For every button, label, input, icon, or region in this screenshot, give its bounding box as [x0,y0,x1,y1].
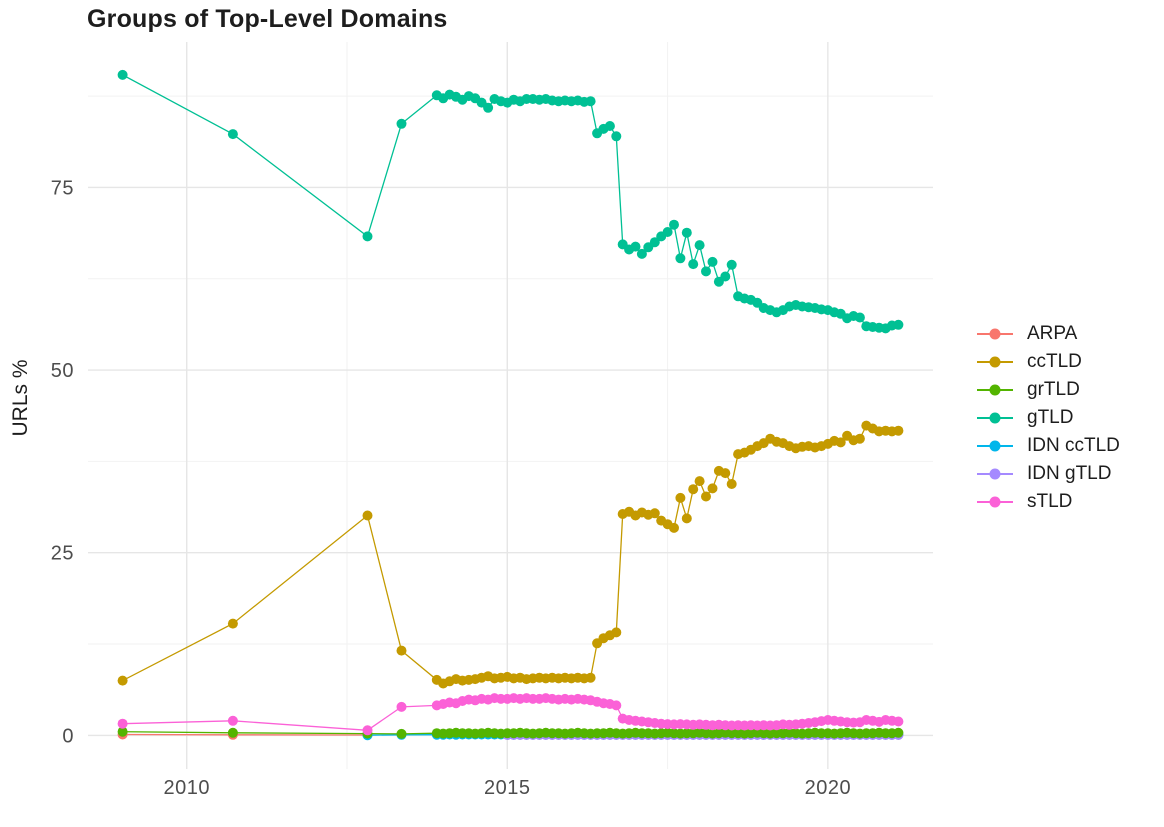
data-point-stld [117,718,128,729]
data-point-gtld [694,240,705,251]
data-point-gtld [585,96,596,107]
data-point-gtld [604,121,615,131]
legend-item-stld: sTLD [977,488,1120,516]
legend-key-icon [977,328,1013,340]
x-tick-label: 2020 [805,777,852,799]
data-point-stld [362,725,373,736]
data-point-cctld [835,437,846,448]
data-point-gtld [726,259,737,270]
data-point-gtld [720,271,731,282]
legend-label: IDN ccTLD [1027,435,1120,456]
data-point-gtld [611,131,622,142]
series-line-cctld [122,424,899,685]
data-point-cctld [362,510,373,521]
data-point-stld [396,701,407,712]
legend-key-icon [977,468,1013,480]
legend-key-icon [977,496,1013,508]
data-point-stld [611,700,622,711]
data-point-gtld [662,227,673,237]
legend-label: grTLD [1027,379,1080,400]
data-point-gtld [675,253,686,264]
y-axis-title: URLs % [9,359,32,437]
data-point-gtld [854,312,865,323]
legend-item-idn-cctld: IDN ccTLD [977,432,1120,460]
legend-item-idn-gtld: IDN gTLD [977,460,1120,488]
y-tick-label: 25 [51,543,74,565]
data-point-cctld [893,425,904,436]
data-point-gtld [688,259,699,270]
legend-key-icon [977,356,1013,368]
y-tick-label: 50 [51,360,74,382]
series-line-gtld [122,74,899,330]
series-stld [117,693,904,736]
legend-label: IDN gTLD [1027,463,1112,484]
data-point-cctld [701,491,711,502]
series-grtld [117,726,904,739]
data-point-cctld [854,433,865,444]
data-point-cctld [720,468,731,479]
data-point-grtld [893,727,904,738]
tick-labels: 0 25 50 75 2010 2015 2020 [51,177,851,799]
data-point-cctld [396,645,407,656]
x-tick-label: 2010 [163,777,210,799]
data-point-grtld [117,726,128,737]
series-line-arpa [122,733,368,736]
data-point-cctld [726,479,737,489]
data-point-cctld [688,484,699,495]
data-point-cctld [611,627,622,638]
data-point-cctld [694,476,705,487]
legend-item-grtld: grTLD [977,376,1120,404]
legend-label: sTLD [1027,491,1073,512]
legend: ARPA ccTLD grTLD gTLD IDN ccTLD IDN gTLD… [977,320,1120,516]
data-point-gtld [681,227,692,238]
data-point-gtld [669,219,679,230]
legend-label: ccTLD [1027,351,1082,372]
legend-key-icon [977,384,1013,396]
data-point-cctld [585,672,596,683]
legend-key-icon [977,440,1013,452]
data-point-cctld [675,492,686,503]
chart-title: Groups of Top-Level Domains [87,5,448,33]
legend-item-arpa: ARPA [977,320,1120,348]
data-point-cctld [227,618,238,629]
legend-item-gtld: gTLD [977,404,1120,432]
data-point-grtld [396,728,407,739]
data-point-gtld [649,237,660,248]
data-point-gtld [893,319,904,330]
data-point-cctld [649,508,660,519]
data-point-cctld [669,522,679,533]
series-gtld [117,69,904,334]
series [117,69,904,741]
data-point-cctld [681,513,692,524]
legend-label: ARPA [1027,323,1078,344]
data-point-grtld [227,727,238,738]
data-point-cctld [117,675,128,686]
y-tick-label: 0 [62,725,74,747]
gridlines [88,42,933,769]
data-point-gtld [362,231,373,242]
data-point-gtld [117,69,128,80]
data-point-stld [227,715,238,726]
data-point-gtld [707,256,718,267]
legend-label: gTLD [1027,407,1074,428]
data-point-gtld [636,248,647,259]
legend-key-icon [977,412,1013,424]
x-tick-label: 2015 [484,777,531,799]
data-point-stld [893,716,904,727]
data-point-gtld [396,118,407,129]
data-point-gtld [483,102,494,113]
series-cctld [117,420,904,689]
data-point-gtld [701,266,711,277]
data-point-gtld [630,241,641,252]
data-point-gtld [227,129,238,140]
legend-item-cctld: ccTLD [977,348,1120,376]
y-tick-label: 75 [51,177,74,199]
data-point-cctld [707,483,718,494]
series-arpa [117,729,373,740]
